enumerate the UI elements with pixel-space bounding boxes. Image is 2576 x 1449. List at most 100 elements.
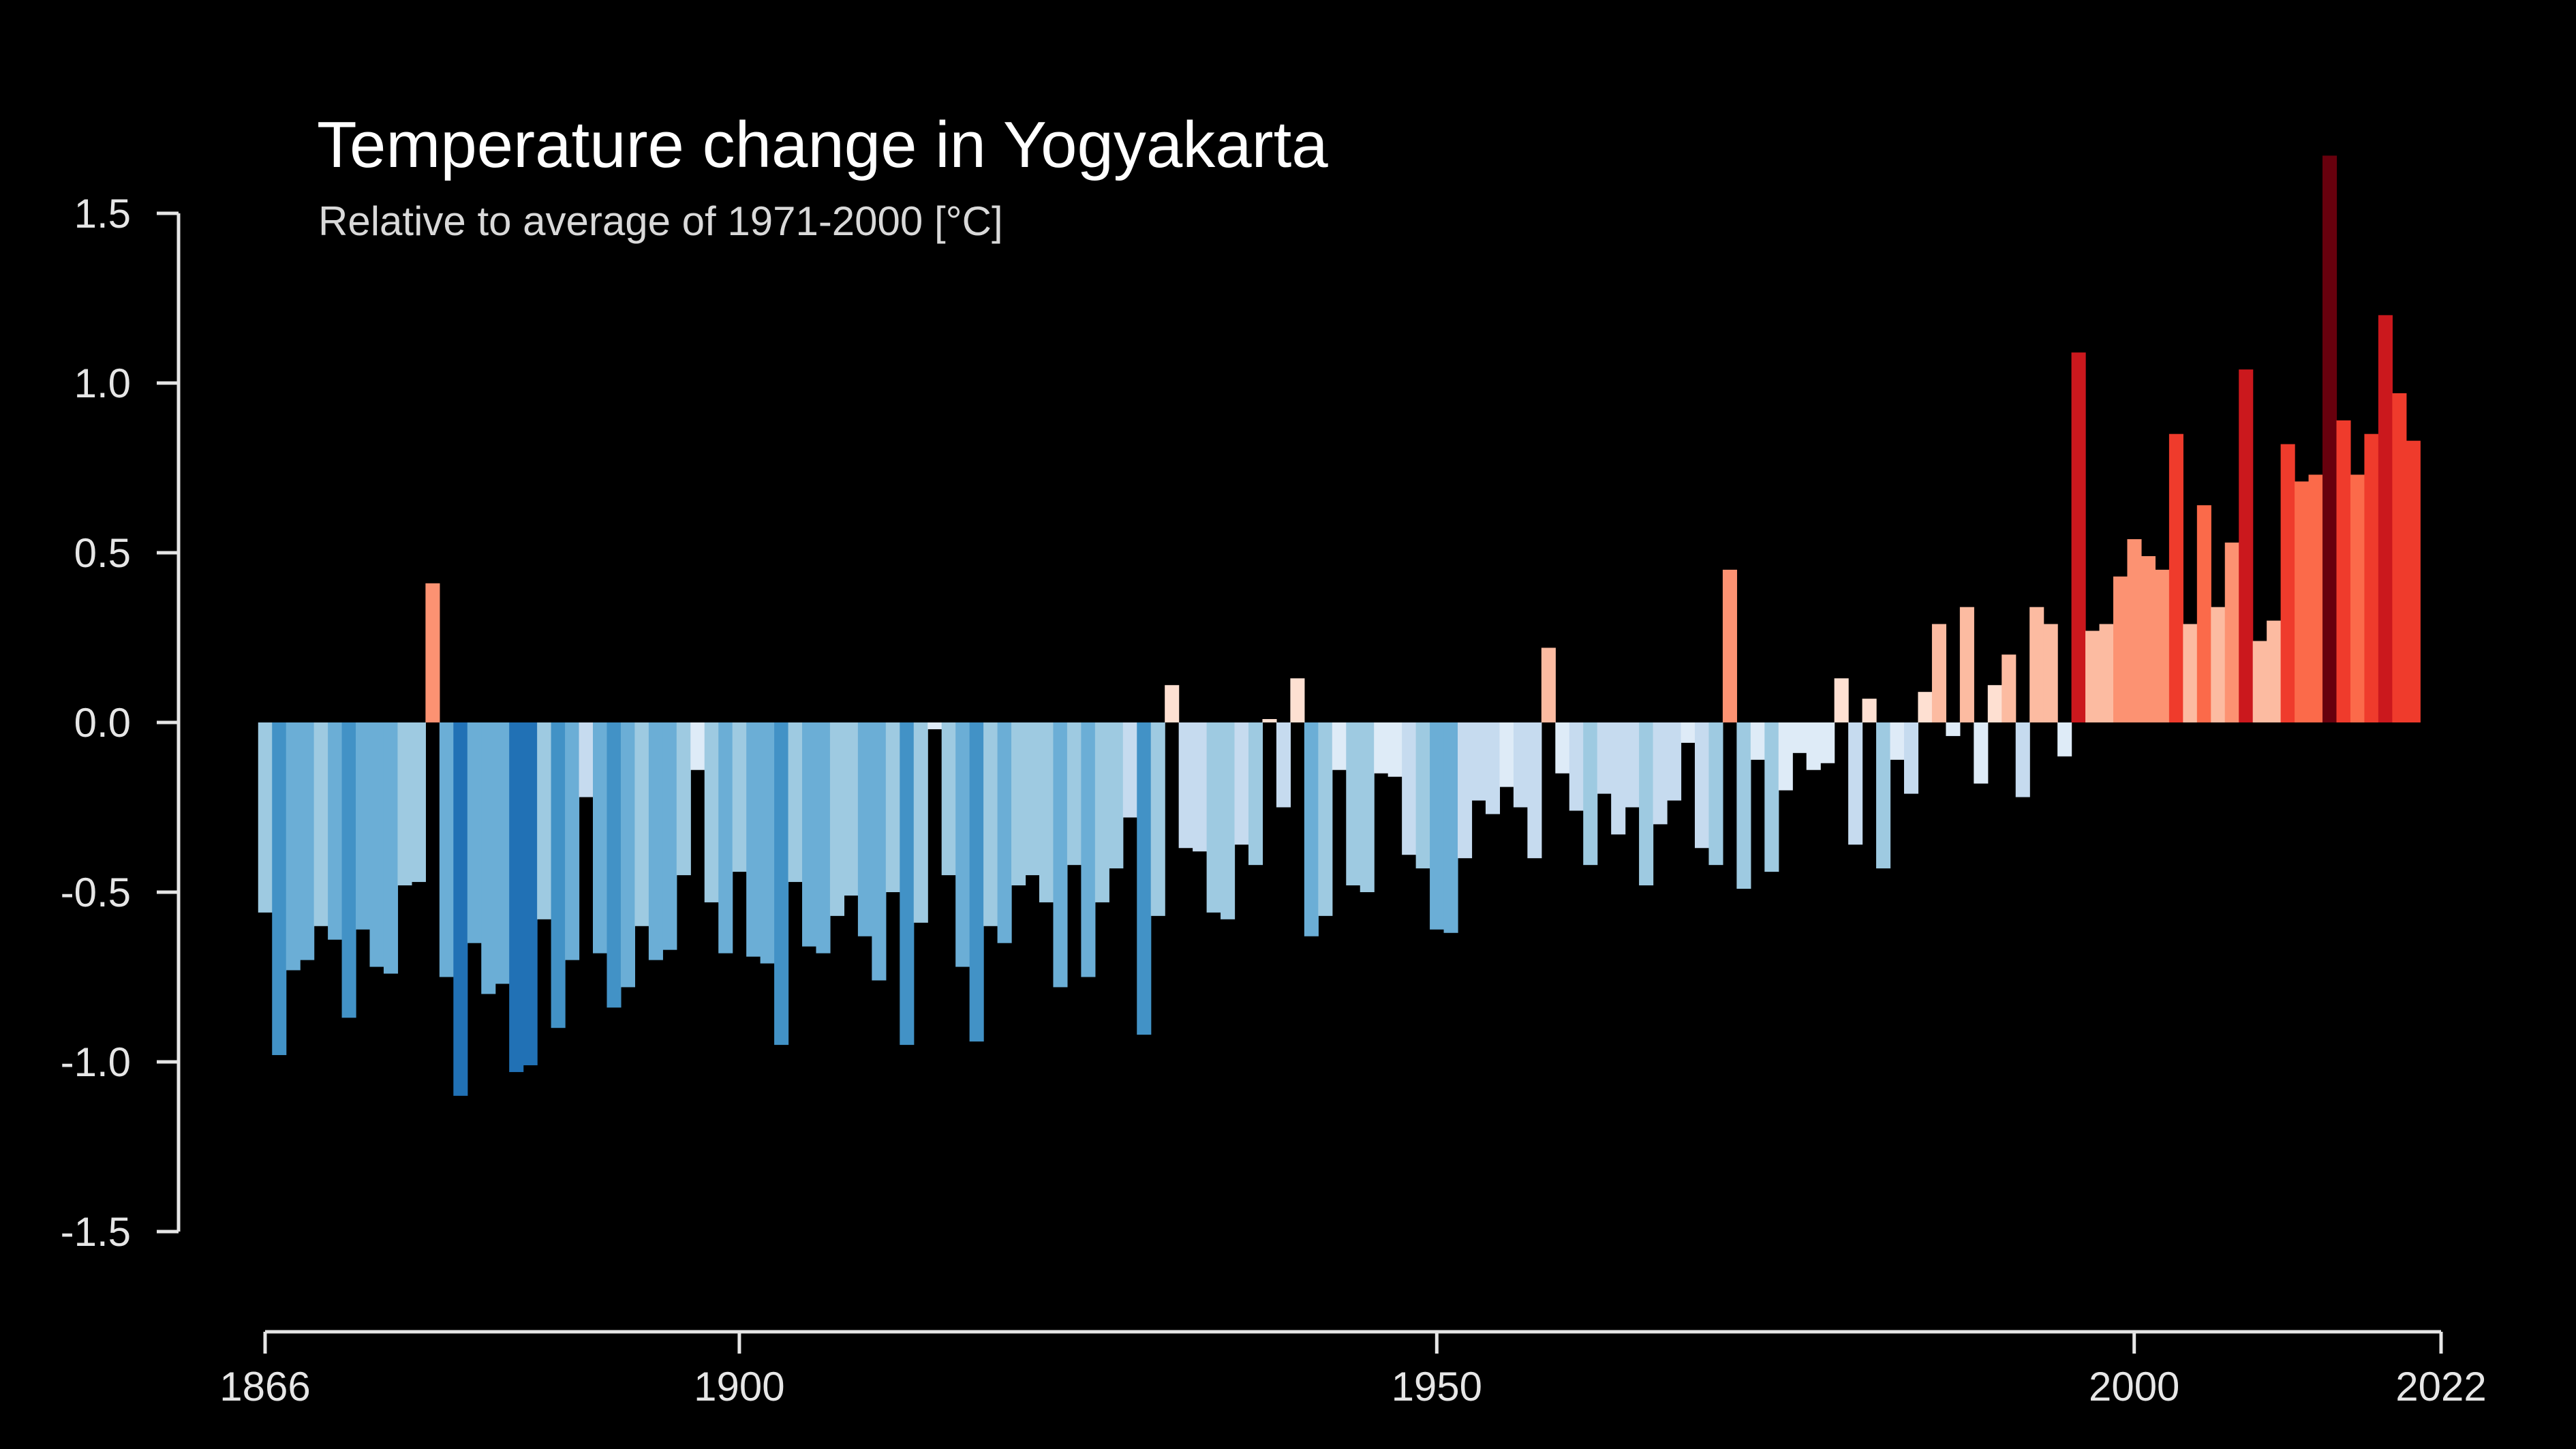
bar-1993 bbox=[2029, 607, 2044, 722]
bar-1959 bbox=[1555, 722, 1570, 774]
bar-2017 bbox=[2364, 433, 2379, 722]
bar-1887 bbox=[551, 722, 566, 1028]
bar-1964 bbox=[1625, 722, 1640, 808]
chart-title: Temperature change in Yogyakarta bbox=[317, 108, 1328, 181]
bar-1990 bbox=[1987, 685, 2002, 722]
bar-1943 bbox=[1332, 722, 1347, 770]
bar-1946 bbox=[1374, 722, 1389, 774]
x-tick-label: 1866 bbox=[219, 1364, 310, 1409]
bar-1984 bbox=[1903, 722, 1919, 794]
bar-1942 bbox=[1318, 722, 1333, 916]
bar-1922 bbox=[1039, 722, 1054, 902]
bar-1917 bbox=[969, 722, 984, 1042]
bar-1926 bbox=[1094, 722, 1109, 902]
bar-2010 bbox=[2267, 620, 2282, 722]
bar-1916 bbox=[955, 722, 970, 967]
bar-1925 bbox=[1081, 722, 1096, 977]
bar-1900 bbox=[732, 722, 747, 872]
bar-1934 bbox=[1206, 722, 1221, 913]
bar-1903 bbox=[774, 722, 789, 1046]
bar-1950 bbox=[1430, 722, 1445, 930]
chart-subtitle: Relative to average of 1971-2000 [°C] bbox=[318, 198, 1003, 244]
bar-1948 bbox=[1402, 722, 1417, 855]
bar-1973 bbox=[1750, 722, 1765, 760]
bar-1895 bbox=[662, 722, 677, 950]
x-axis: 1866 1900 1950 2000 2022 bbox=[219, 1330, 2487, 1409]
bar-1960 bbox=[1569, 722, 1584, 811]
bar-1967 bbox=[1667, 722, 1682, 801]
bar-2002 bbox=[2155, 569, 2170, 722]
bar-1872 bbox=[341, 722, 356, 1018]
y-tick-label: 0.5 bbox=[74, 530, 131, 576]
bar-1897 bbox=[690, 722, 705, 770]
bar-1952 bbox=[1458, 722, 1473, 859]
bar-1882 bbox=[481, 722, 496, 994]
x-tick-label: 1950 bbox=[1392, 1364, 1482, 1409]
bar-1896 bbox=[676, 722, 691, 876]
bar-1941 bbox=[1304, 722, 1319, 936]
bar-2000 bbox=[2127, 539, 2142, 722]
bar-1947 bbox=[1387, 722, 1402, 777]
bar-1975 bbox=[1778, 722, 1793, 791]
bar-1954 bbox=[1485, 722, 1501, 814]
bar-1893 bbox=[634, 722, 649, 926]
bar-1989 bbox=[1974, 722, 1989, 784]
bar-1983 bbox=[1890, 722, 1905, 760]
bar-2018 bbox=[2378, 315, 2393, 722]
bar-2001 bbox=[2141, 555, 2156, 722]
bar-2013 bbox=[2308, 474, 2323, 722]
bar-1932 bbox=[1178, 722, 1193, 849]
bar-1880 bbox=[453, 722, 468, 1096]
bar-1907 bbox=[829, 722, 845, 916]
bar-1979 bbox=[1834, 678, 1849, 722]
bar-1892 bbox=[620, 722, 635, 988]
bar-1913 bbox=[913, 722, 928, 923]
bar-1873 bbox=[356, 722, 371, 930]
bar-1877 bbox=[411, 722, 426, 883]
x-ticks-group: 1866 1900 1950 2000 2022 bbox=[219, 1332, 2487, 1409]
bar-2014 bbox=[2322, 155, 2337, 723]
bar-1997 bbox=[2085, 630, 2100, 722]
bar-1999 bbox=[2113, 576, 2128, 722]
bar-1908 bbox=[844, 722, 859, 896]
y-ticks-group: 1.5 1.0 0.5 0.0 -0.5 -1.0 -1.5 bbox=[61, 191, 179, 1255]
bar-1961 bbox=[1583, 722, 1598, 866]
bar-2005 bbox=[2196, 505, 2211, 722]
bar-1930 bbox=[1150, 722, 1165, 916]
bar-1955 bbox=[1499, 722, 1514, 787]
bar-1998 bbox=[2099, 624, 2114, 722]
bar-2020 bbox=[2406, 440, 2421, 722]
bar-1940 bbox=[1290, 678, 1305, 722]
y-tick-label: -0.5 bbox=[61, 870, 131, 915]
bar-1867 bbox=[272, 722, 287, 1056]
bar-1978 bbox=[1820, 722, 1835, 763]
bar-1888 bbox=[565, 722, 580, 960]
y-tick-label: -1.5 bbox=[61, 1209, 131, 1255]
bar-1869 bbox=[300, 722, 315, 960]
bar-1936 bbox=[1234, 722, 1249, 845]
bar-1969 bbox=[1694, 722, 1710, 849]
bar-1986 bbox=[1931, 624, 1946, 722]
bar-1905 bbox=[802, 722, 817, 947]
bar-1928 bbox=[1122, 722, 1137, 818]
bars-group bbox=[258, 155, 2421, 1096]
bar-2019 bbox=[2392, 393, 2407, 722]
bar-1956 bbox=[1513, 722, 1528, 808]
bar-1871 bbox=[328, 722, 343, 940]
bar-1953 bbox=[1471, 722, 1486, 801]
bar-1876 bbox=[397, 722, 412, 886]
bar-1874 bbox=[369, 722, 384, 967]
bar-1902 bbox=[760, 722, 775, 964]
bar-1909 bbox=[857, 722, 872, 936]
bar-1921 bbox=[1025, 722, 1040, 876]
bar-2004 bbox=[2183, 624, 2198, 722]
y-tick-label: 0.0 bbox=[74, 700, 131, 746]
bar-1970 bbox=[1708, 722, 1723, 866]
bar-1957 bbox=[1527, 722, 1542, 859]
bar-1981 bbox=[1862, 699, 1877, 722]
bar-1951 bbox=[1443, 722, 1458, 933]
bar-1912 bbox=[900, 722, 915, 1046]
bar-1886 bbox=[537, 722, 552, 919]
bar-1988 bbox=[1959, 607, 1974, 722]
bar-1901 bbox=[746, 722, 761, 957]
